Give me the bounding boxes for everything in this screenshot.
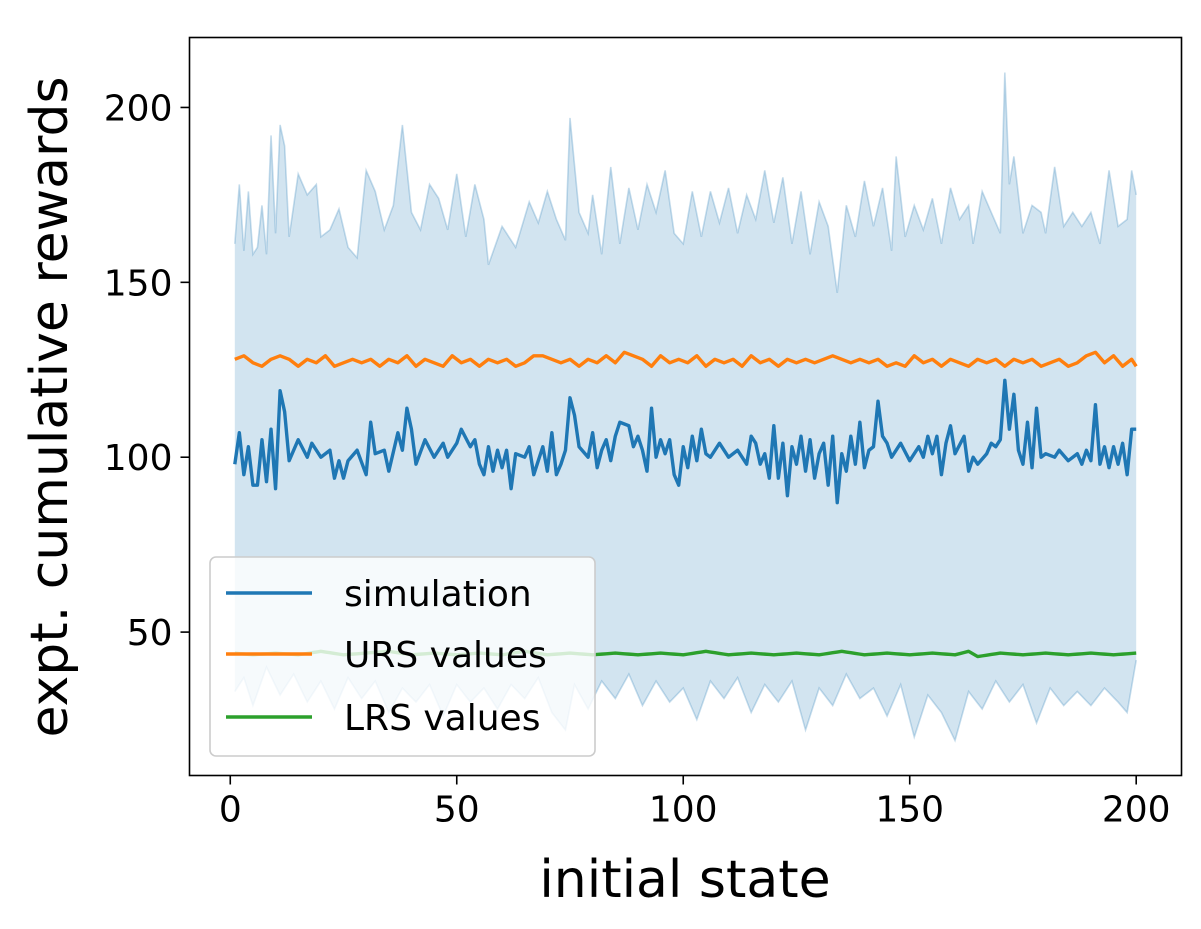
- legend-label-lrs-values: LRS values: [344, 698, 540, 739]
- x-tick-label: 200: [1102, 790, 1171, 831]
- series-line-urs-values: [234, 350, 1138, 368]
- y-tick-label: 200: [104, 88, 173, 129]
- x-tick-label: 150: [875, 790, 944, 831]
- y-axis: 50 100 150 200: [104, 88, 190, 654]
- legend-label-urs-values: URS values: [344, 635, 547, 676]
- confidence-band-upper-edge: [234, 72, 1137, 293]
- y-axis-label: expt. cumulative rewards: [20, 76, 80, 737]
- series-line-simulation: [233, 378, 1137, 505]
- x-tick-label: 100: [649, 790, 718, 831]
- legend-label-simulation: simulation: [344, 574, 532, 615]
- y-tick-label: 150: [104, 263, 173, 304]
- plot-frame: [188, 36, 1183, 777]
- x-axis: 0 50 100 150 200: [219, 775, 1171, 831]
- y-tick-label: 50: [127, 613, 173, 654]
- y-tick-label: 100: [104, 438, 173, 479]
- x-tick-label: 0: [219, 790, 242, 831]
- legend-box: [209, 556, 596, 757]
- x-tick-label: 50: [434, 790, 480, 831]
- legend: simulation URS values LRS values: [209, 556, 596, 757]
- x-axis-label: initial state: [539, 850, 830, 910]
